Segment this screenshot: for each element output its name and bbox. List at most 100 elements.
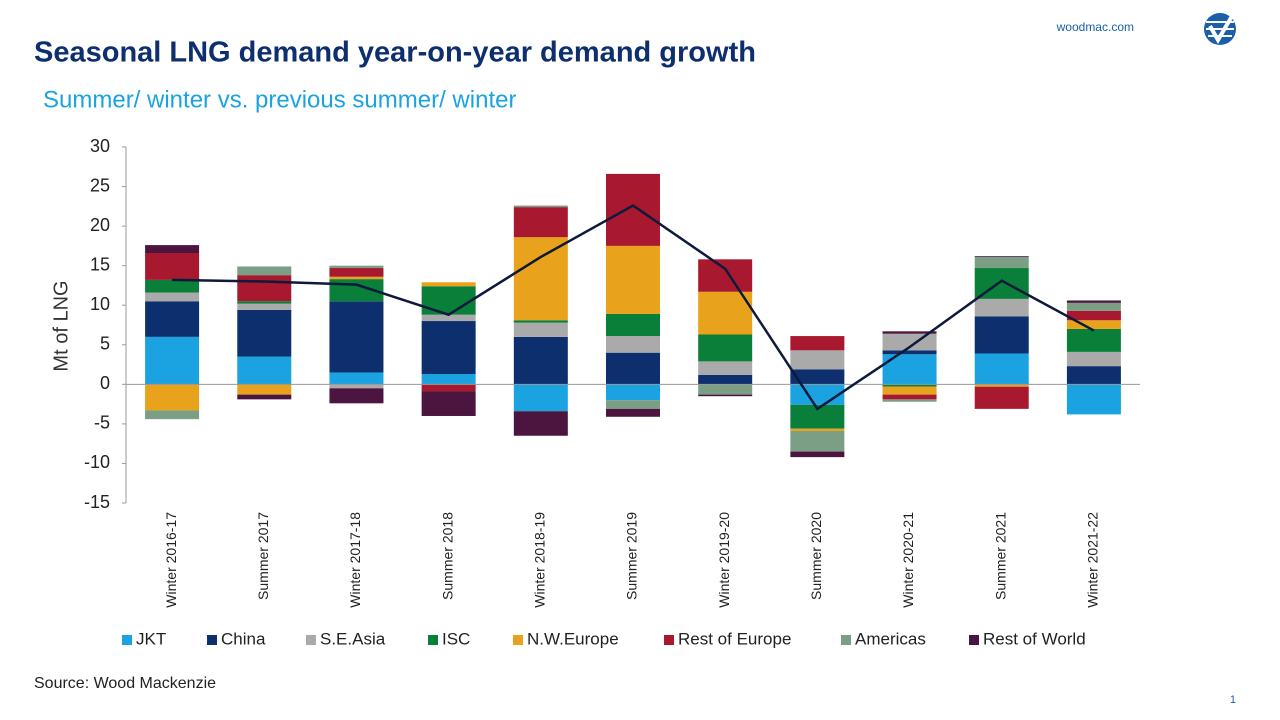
- bar-segment: [329, 268, 384, 277]
- bar-segment: [329, 388, 384, 404]
- bar-segment: [237, 384, 292, 395]
- bar-segment: [513, 384, 568, 412]
- bar-segment: [606, 245, 660, 314]
- source: Source: Wood Mackenzie: [34, 675, 216, 692]
- bar-segment: [329, 372, 384, 385]
- x-tick-label: Summer 2018: [439, 512, 455, 600]
- legend-label: N.W.Europe: [527, 629, 619, 648]
- bar-segment: [513, 322, 568, 337]
- y-tick-label: 15: [90, 254, 110, 274]
- y-tick-label: 30: [90, 136, 110, 156]
- bar-segment: [698, 259, 753, 292]
- bar-segment: [974, 384, 1029, 387]
- bar-segment: [145, 245, 200, 254]
- bar-segment: [145, 279, 200, 293]
- y-tick-label: 10: [90, 294, 110, 314]
- bar-segment: [145, 336, 200, 385]
- y-tick-label: -15: [84, 492, 110, 512]
- bar-segment: [237, 301, 292, 304]
- bar-segment: [1066, 310, 1121, 321]
- bar-segment: [882, 386, 937, 395]
- bar-segment: [698, 384, 753, 395]
- x-tick-label: Winter 2020-21: [900, 512, 916, 608]
- bar-segment: [145, 253, 200, 280]
- site-link[interactable]: woodmac.com: [1056, 20, 1134, 34]
- bar-segment: [790, 404, 845, 429]
- bar-segment: [513, 237, 568, 321]
- bar-segment: [421, 321, 476, 375]
- bar-segment: [698, 361, 753, 375]
- bar-segment: [974, 353, 1029, 385]
- y-tick-label: -5: [94, 413, 110, 433]
- bar-segment: [1066, 320, 1121, 329]
- bar-segment: [237, 303, 292, 310]
- net-line: [172, 204, 1095, 411]
- bar-segment: [145, 292, 200, 302]
- bar-segment: [606, 173, 660, 246]
- bar-segment: [329, 265, 384, 269]
- y-tick-label: 20: [90, 215, 110, 235]
- legend-swatch: [306, 635, 316, 645]
- legend-label: S.E.Asia: [320, 629, 386, 648]
- bar-segment: [145, 410, 200, 420]
- bar-segment: [1066, 300, 1121, 303]
- y-tick-label: -10: [84, 452, 110, 472]
- chart-title: Seasonal LNG demand year-on-year demand …: [34, 37, 756, 69]
- bar-segment: [882, 394, 937, 400]
- x-tick-label: Winter 2021-22: [1085, 512, 1101, 608]
- legend-swatch: [122, 635, 132, 645]
- x-tick-label: Winter 2017-18: [347, 512, 363, 608]
- bar-segment: [513, 336, 568, 385]
- bar-segment: [606, 408, 660, 417]
- bar-segment: [974, 256, 1029, 269]
- bar-segment: [421, 282, 476, 287]
- bar-segment: [145, 301, 200, 337]
- bar-segment: [421, 391, 476, 416]
- bar-segment: [421, 314, 476, 322]
- bar-segment: [790, 431, 845, 452]
- bar-segment: [421, 384, 476, 392]
- bar-segment: [882, 399, 937, 402]
- y-tick-label: 5: [100, 334, 110, 354]
- bar-segment: [698, 374, 753, 385]
- legend-swatch: [664, 635, 674, 645]
- bar-segment: [790, 350, 845, 370]
- bar-segment: [513, 320, 568, 323]
- bar-segment: [237, 275, 292, 302]
- bar-segment: [329, 276, 384, 280]
- legend-label: Rest of Europe: [678, 629, 791, 648]
- bar-segment: [1066, 384, 1121, 415]
- x-tick-label: Winter 2019-20: [716, 512, 732, 608]
- legend-swatch: [428, 635, 438, 645]
- bar-segment: [974, 386, 1029, 409]
- x-tick-label: Winter 2018-19: [532, 512, 548, 608]
- bar-segment: [974, 256, 1029, 257]
- bar-segment: [513, 207, 568, 238]
- bar-segment: [329, 384, 384, 389]
- bar-segment: [882, 350, 937, 355]
- y-tick-label: 0: [100, 373, 110, 393]
- bar-segment: [606, 400, 660, 409]
- bar-segment: [1066, 366, 1121, 385]
- legend-label: Rest of World: [983, 629, 1086, 648]
- bar-segment: [1066, 351, 1121, 367]
- bar-segment: [882, 384, 937, 387]
- x-tick-label: Summer 2019: [624, 512, 640, 600]
- legend-swatch: [513, 635, 523, 645]
- bar-segment: [513, 205, 568, 208]
- bar-segment: [513, 411, 568, 436]
- bar-segment: [237, 394, 292, 400]
- bar-segment: [237, 309, 292, 357]
- bar-segment: [790, 336, 845, 351]
- bar-segment: [329, 301, 384, 373]
- x-tick-label: Summer 2021: [992, 512, 1008, 600]
- bar-segment: [698, 394, 753, 397]
- legend-swatch: [207, 635, 217, 645]
- bar-segment: [145, 384, 200, 411]
- legend-label: China: [221, 629, 266, 648]
- x-tick-label: Summer 2020: [808, 512, 824, 600]
- bar-segment: [606, 336, 660, 353]
- bar-segment: [790, 428, 845, 432]
- legend-swatch: [841, 635, 851, 645]
